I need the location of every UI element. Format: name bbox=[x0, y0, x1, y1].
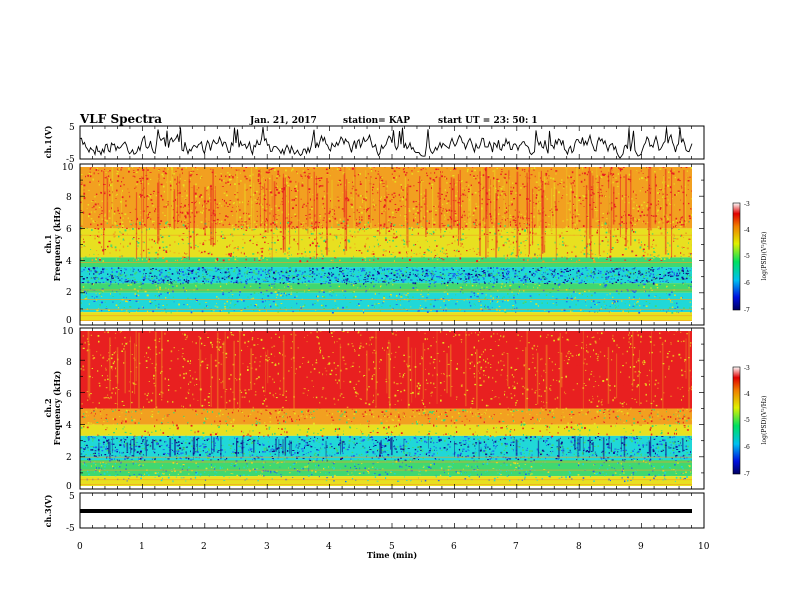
xtick-7: 7 bbox=[513, 542, 519, 552]
ch2-cb-tick--5: -5 bbox=[744, 417, 750, 424]
xtick-1: 1 bbox=[139, 542, 145, 552]
ch1-freq-tick-8: 8 bbox=[66, 193, 72, 203]
ch2-frequency-label: Frequency (kHz) bbox=[52, 370, 62, 445]
figure-title: VLF Spectra bbox=[79, 112, 162, 126]
ch1-waveform-line bbox=[79, 126, 693, 159]
xtick-5: 5 bbox=[389, 542, 395, 552]
ch1-colorbar bbox=[732, 202, 741, 311]
ch1-freq-tick-0: 0 bbox=[66, 316, 72, 326]
ch2-freq-tick-0: 0 bbox=[66, 482, 72, 492]
ch2-spectrogram-panel: 0 2 4 6 8 10 ch.2 Frequency (kHz) -3 -4 … bbox=[43, 327, 768, 492]
ch2-cb-tick--7: -7 bbox=[744, 471, 750, 478]
ch3-ytick-top: 5 bbox=[69, 492, 75, 502]
ch1-freq-tick-2: 2 bbox=[66, 288, 72, 298]
xtick-6: 6 bbox=[451, 542, 457, 552]
xtick-10: 10 bbox=[698, 542, 710, 552]
time-axis-labels: 0 1 2 3 4 5 6 7 8 9 10 Time (min) bbox=[77, 542, 710, 560]
xtick-3: 3 bbox=[264, 542, 270, 552]
time-ticks bbox=[79, 126, 705, 528]
ch1-ylabel: ch.1(V) bbox=[43, 125, 53, 158]
xtick-8: 8 bbox=[576, 542, 582, 552]
station-label: station= KAP bbox=[343, 116, 410, 126]
x-axis-label: Time (min) bbox=[367, 550, 417, 560]
ch2-freq-tick-4: 4 bbox=[66, 421, 72, 431]
ch1-cb-tick--7: -7 bbox=[744, 307, 750, 314]
xtick-2: 2 bbox=[201, 542, 207, 552]
ch2-freq-tick-8: 8 bbox=[66, 358, 72, 368]
ch2-freq-tick-6: 6 bbox=[66, 390, 72, 400]
ch3-ytick-bottom: -5 bbox=[66, 524, 75, 534]
ch3-waveform-line bbox=[80, 509, 692, 513]
ch2-freq-tick-10: 10 bbox=[62, 327, 74, 337]
ch1-spectrogram-panel: 0 2 4 6 8 10 ch.1 Frequency (kHz) -3 -4 … bbox=[43, 163, 768, 326]
start-time-label: start UT = 23: 50: 1 bbox=[438, 116, 538, 126]
ch1-cb-tick--3: -3 bbox=[744, 201, 750, 208]
ch2-colorbar bbox=[732, 366, 741, 475]
ch2-cb-tick--6: -6 bbox=[744, 444, 750, 451]
ch1-colorbar-label: log(PSD)(V²/Hz) bbox=[761, 232, 768, 281]
date-label: Jan. 21, 2017 bbox=[249, 116, 317, 126]
ch2-channel-label: ch.2 bbox=[43, 398, 53, 417]
ch2-spectrogram-image bbox=[80, 331, 692, 486]
ch2-freq-tick-2: 2 bbox=[66, 453, 72, 463]
ch2-cb-tick--4: -4 bbox=[744, 391, 750, 398]
ch1-freq-tick-4: 4 bbox=[66, 257, 72, 267]
xtick-9: 9 bbox=[638, 542, 644, 552]
ch1-freq-ticks: 0 2 4 6 8 10 bbox=[62, 163, 74, 326]
ch2-cb-tick--3: -3 bbox=[744, 365, 750, 372]
ch1-freq-tick-6: 6 bbox=[66, 225, 72, 235]
xtick-0: 0 bbox=[77, 542, 83, 552]
ch1-cb-tick--6: -6 bbox=[744, 280, 750, 287]
ch1-spectrogram-image bbox=[80, 167, 692, 321]
ch2-colorbar-label: log(PSD)(V²/Hz) bbox=[761, 396, 768, 445]
ch1-freq-tick-10: 10 bbox=[62, 163, 74, 173]
ch1-ytick-bottom: -5 bbox=[66, 155, 75, 165]
ch1-ytick-top: 5 bbox=[69, 123, 75, 133]
ch1-frequency-label: Frequency (kHz) bbox=[52, 206, 62, 281]
ch3-ylabel: ch.3(V) bbox=[43, 494, 53, 527]
ch1-cb-tick--5: -5 bbox=[744, 253, 750, 260]
ch1-channel-label: ch.1 bbox=[43, 234, 53, 253]
ch2-freq-ticks: 0 2 4 6 8 10 bbox=[62, 327, 74, 492]
xtick-4: 4 bbox=[326, 542, 332, 552]
ch1-cb-tick--4: -4 bbox=[744, 227, 750, 234]
